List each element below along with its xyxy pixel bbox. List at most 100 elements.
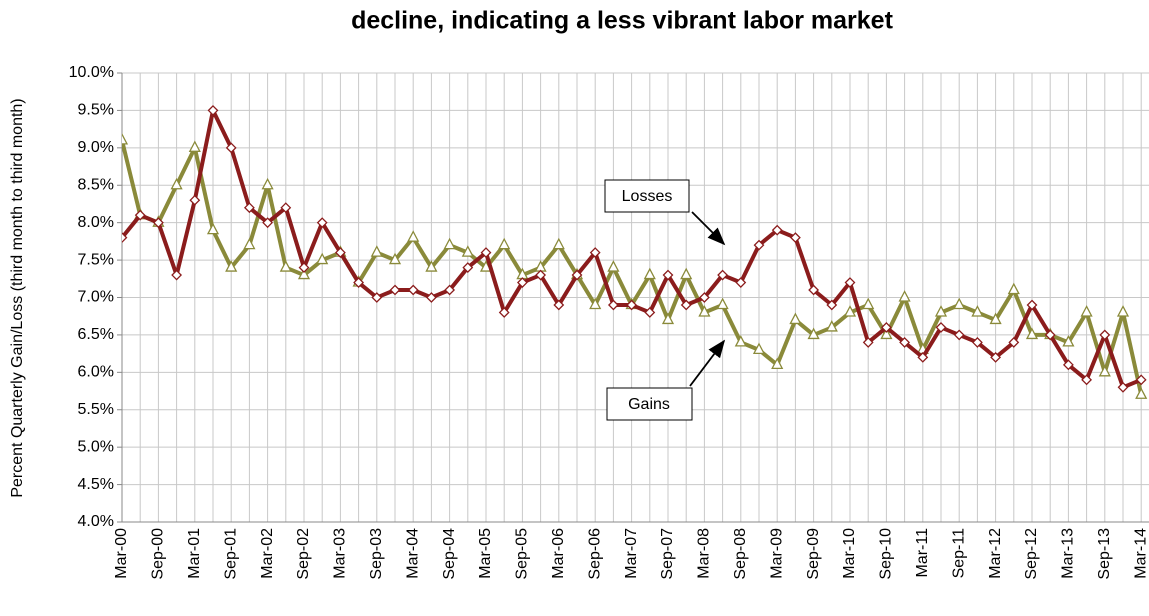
- x-tick-label: Sep-03: [368, 528, 385, 580]
- data-point: [371, 292, 383, 303]
- data-point: [298, 262, 310, 273]
- data-point: [735, 277, 747, 288]
- data-point: [589, 297, 602, 310]
- data-point: [261, 177, 274, 190]
- x-tick-label: Mar-08: [696, 528, 713, 579]
- data-point: [789, 312, 802, 325]
- data-point: [644, 307, 656, 318]
- data-point: [279, 260, 292, 272]
- data-point: [771, 357, 784, 370]
- data-point: [444, 284, 456, 296]
- data-point: [1116, 305, 1130, 317]
- data-point: [953, 329, 965, 341]
- x-tick-label: Mar-10: [841, 528, 858, 579]
- data-point: [880, 322, 892, 333]
- data-point: [316, 252, 329, 265]
- data-point: [225, 260, 238, 272]
- data-point: [316, 217, 328, 229]
- x-tick-label: Mar-13: [1060, 528, 1077, 579]
- x-tick-label: Sep-08: [732, 528, 749, 580]
- data-point: [498, 237, 511, 250]
- data-point: [789, 232, 801, 244]
- data-point: [516, 277, 528, 288]
- x-tick-label: Sep-07: [659, 528, 676, 580]
- data-point: [808, 284, 820, 296]
- data-point: [1081, 374, 1093, 386]
- data-point: [953, 297, 966, 310]
- data-point: [898, 290, 911, 302]
- x-tick-label: Mar-00: [113, 528, 130, 579]
- x-tick-label: Mar-09: [768, 528, 785, 579]
- data-point: [971, 336, 983, 348]
- data-point: [122, 132, 129, 145]
- data-point: [443, 237, 456, 250]
- data-point: [1135, 374, 1147, 386]
- data-point: [1099, 329, 1111, 341]
- data-point: [188, 140, 201, 152]
- x-tick-label: Sep-02: [295, 528, 312, 580]
- data-point: [171, 269, 183, 281]
- x-tick-label: Mar-02: [259, 528, 276, 579]
- data-point: [134, 209, 146, 221]
- data-point: [334, 247, 346, 259]
- y-tick-label: 4.0%: [78, 513, 114, 530]
- data-point: [243, 237, 256, 250]
- x-tick-label: Sep-11: [950, 528, 967, 579]
- annotation-losses: Losses: [622, 188, 673, 205]
- data-point: [225, 142, 237, 154]
- data-point: [243, 202, 255, 214]
- data-point: [1117, 381, 1129, 393]
- data-point: [753, 239, 765, 251]
- data-point: [843, 305, 857, 317]
- data-point: [297, 267, 311, 280]
- y-axis-label: Percent Quarterly Gain/Loss (third month…: [9, 98, 26, 497]
- data-point: [353, 277, 365, 288]
- data-point: [1080, 305, 1093, 317]
- y-tick-label: 8.5%: [78, 176, 114, 193]
- x-tick-label: Sep-10: [878, 528, 895, 580]
- y-tick-label: 4.5%: [78, 476, 114, 493]
- data-point: [934, 305, 948, 317]
- data-point: [1062, 359, 1074, 371]
- x-tick-label: Sep-04: [441, 528, 458, 580]
- y-tick-label: 7.0%: [78, 289, 114, 306]
- annotation-gains: Gains: [628, 396, 670, 413]
- y-tick-label: 9.5%: [78, 102, 114, 119]
- x-tick-label: Mar-12: [987, 528, 1004, 579]
- x-tick-label: Mar-11: [914, 528, 931, 578]
- y-tick-label: 5.0%: [78, 438, 114, 455]
- x-tick-label: Sep-01: [222, 528, 239, 580]
- y-tick-label: 8.0%: [78, 214, 114, 231]
- data-point: [571, 269, 583, 281]
- data-point: [880, 327, 893, 340]
- data-point: [662, 269, 674, 281]
- data-point: [589, 247, 601, 259]
- data-point: [553, 299, 565, 311]
- data-point: [170, 177, 183, 190]
- x-tick-label: Mar-05: [477, 528, 494, 579]
- x-tick-label: Sep-09: [805, 528, 822, 580]
- data-point: [626, 299, 638, 311]
- x-tick-label: Mar-04: [404, 528, 421, 579]
- data-point: [607, 260, 620, 272]
- x-tick-label: Sep-12: [1023, 528, 1040, 580]
- data-point: [206, 222, 220, 235]
- data-point: [680, 267, 693, 280]
- data-point: [535, 269, 547, 281]
- data-point: [462, 262, 474, 273]
- data-point: [643, 267, 656, 280]
- data-point: [989, 312, 1002, 325]
- annotation-box: [604, 179, 690, 213]
- x-tick-label: Mar-06: [550, 528, 567, 579]
- data-point: [1026, 299, 1038, 311]
- data-point: [1025, 327, 1039, 340]
- data-point: [680, 299, 692, 311]
- data-point: [498, 307, 510, 318]
- data-point: [844, 277, 856, 288]
- data-point: [661, 312, 675, 325]
- data-point: [388, 252, 402, 265]
- data-point: [825, 320, 838, 332]
- data-point: [698, 292, 710, 303]
- data-point: [1008, 336, 1020, 348]
- data-point: [407, 284, 419, 296]
